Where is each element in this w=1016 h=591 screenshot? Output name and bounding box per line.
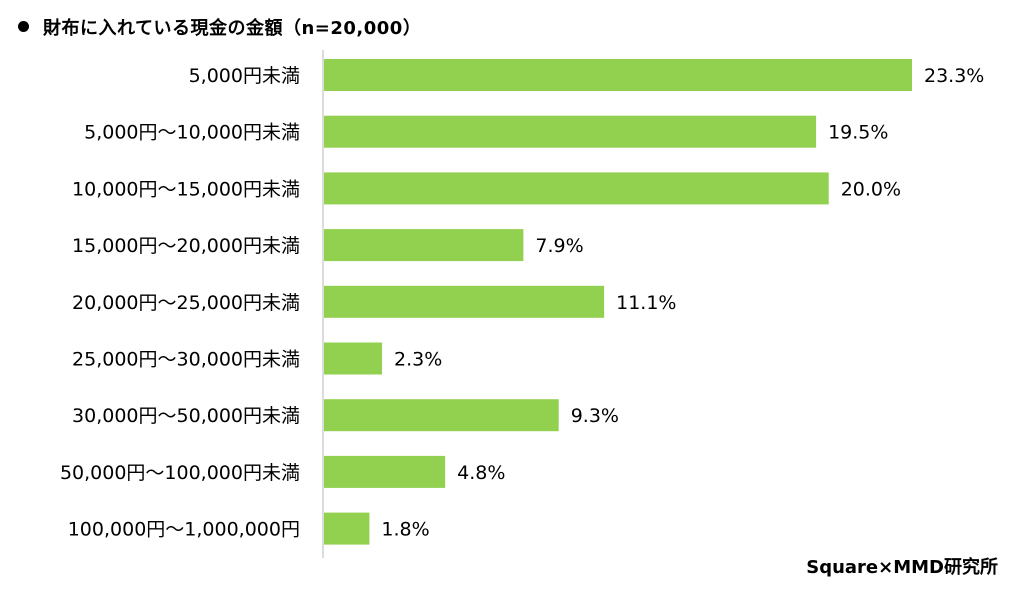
- bar: [324, 399, 559, 432]
- value-label: 1.8%: [381, 519, 429, 541]
- bar: [324, 342, 383, 375]
- value-label: 11.1%: [616, 292, 676, 314]
- value-label: 7.9%: [535, 235, 583, 257]
- category-label: 50,000円～100,000円未満: [60, 462, 300, 484]
- category-label: 30,000円～50,000円未満: [72, 405, 300, 427]
- category-label: 20,000円～25,000円未満: [72, 292, 300, 314]
- chart-title: 財布に入れている現金の金額（n=20,000）: [18, 14, 421, 40]
- bar: [324, 115, 817, 148]
- bar: [324, 59, 912, 91]
- category-label: 5,000円～10,000円未満: [84, 122, 300, 144]
- bullet-icon: [18, 21, 29, 32]
- value-label: 20.0%: [841, 178, 901, 200]
- value-label: 4.8%: [457, 462, 505, 484]
- chart-title-text: 財布に入れている現金の金額（n=20,000）: [43, 18, 422, 39]
- source-credit: Square×MMD研究所: [806, 557, 998, 578]
- bar: [324, 285, 605, 318]
- bar: [324, 172, 829, 205]
- bar: [324, 229, 524, 262]
- bar: [324, 512, 370, 545]
- value-label: 9.3%: [571, 405, 619, 427]
- category-label: 5,000円未満: [189, 65, 300, 87]
- value-label: 19.5%: [828, 122, 888, 144]
- value-label: 2.3%: [394, 349, 442, 371]
- category-label: 25,000円～30,000円未満: [72, 349, 300, 371]
- category-label: 10,000円～15,000円未満: [72, 178, 300, 200]
- bar: [324, 455, 446, 488]
- category-label: 15,000円～20,000円未満: [72, 235, 300, 257]
- value-label: 23.3%: [924, 65, 984, 87]
- category-label: 100,000円～1,000,000円: [68, 519, 300, 541]
